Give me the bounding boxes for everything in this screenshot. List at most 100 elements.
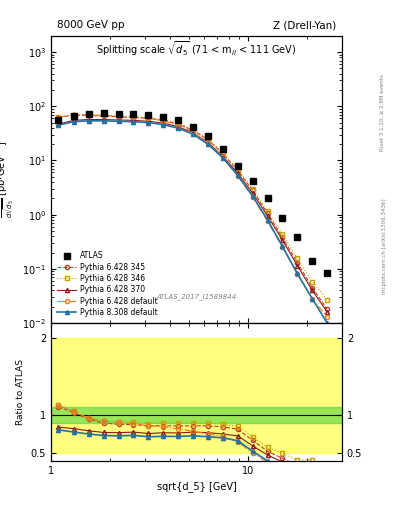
- ATLAS: [235, 163, 240, 169]
- Pythia 6.428 345: [206, 137, 210, 143]
- Pythia 6.428 346: [116, 113, 121, 119]
- Pythia 8.308 default: [86, 118, 91, 124]
- Pythia 6.428 346: [310, 279, 315, 285]
- Pythia 8.308 default: [325, 320, 329, 326]
- Pythia 6.428 default: [101, 112, 106, 118]
- ATLAS: [220, 146, 225, 153]
- Pythia 6.428 345: [325, 306, 329, 312]
- Pythia 6.428 346: [101, 112, 106, 118]
- Pythia 8.308 default: [161, 121, 165, 127]
- ATLAS: [280, 215, 285, 221]
- ATLAS: [310, 258, 315, 264]
- Line: ATLAS: ATLAS: [56, 111, 330, 275]
- Pythia 6.428 346: [176, 120, 180, 126]
- Pythia 6.428 345: [191, 127, 195, 134]
- Pythia 6.428 370: [265, 213, 270, 219]
- Pythia 6.428 345: [161, 117, 165, 123]
- Pythia 8.308 default: [310, 296, 315, 302]
- Pythia 6.428 346: [56, 114, 61, 120]
- Pythia 6.428 default: [131, 114, 136, 120]
- Pythia 6.428 370: [235, 170, 240, 176]
- Pythia 6.428 default: [310, 296, 315, 302]
- Pythia 6.428 345: [116, 114, 121, 120]
- Pythia 6.428 346: [280, 231, 285, 237]
- ATLAS: [131, 111, 136, 117]
- Text: 8000 GeV pp: 8000 GeV pp: [57, 20, 125, 30]
- Bar: [51, 338, 342, 453]
- Pythia 6.428 370: [220, 153, 225, 159]
- Pythia 6.428 346: [191, 126, 195, 133]
- Title: Splitting scale $\sqrt{d_5}$ (71 < m$_{ll}$ < 111 GeV): Splitting scale $\sqrt{d_5}$ (71 < m$_{l…: [96, 39, 297, 58]
- Pythia 8.308 default: [176, 125, 180, 131]
- ATLAS: [161, 114, 165, 120]
- Pythia 6.428 370: [101, 116, 106, 122]
- Pythia 6.428 370: [191, 130, 195, 136]
- Pythia 6.428 370: [86, 116, 91, 122]
- Pythia 6.428 345: [235, 167, 240, 174]
- Pythia 6.428 370: [295, 263, 300, 269]
- Y-axis label: $\frac{d\sigma}{d\sqrt{d_5}}$ [pb$\cdot$GeV$^{-1}$]: $\frac{d\sigma}{d\sqrt{d_5}}$ [pb$\cdot$…: [0, 140, 17, 218]
- Pythia 6.428 default: [71, 112, 76, 118]
- Line: Pythia 6.428 370: Pythia 6.428 370: [56, 117, 329, 314]
- Pythia 6.428 345: [295, 260, 300, 266]
- Pythia 6.428 345: [176, 121, 180, 127]
- ATLAS: [101, 110, 106, 116]
- Pythia 6.428 346: [131, 114, 136, 120]
- Pythia 6.428 346: [235, 166, 240, 173]
- ATLAS: [176, 117, 180, 123]
- Pythia 6.428 346: [206, 136, 210, 142]
- ATLAS: [206, 133, 210, 139]
- Pythia 6.428 346: [250, 186, 255, 192]
- Pythia 6.428 default: [325, 314, 329, 320]
- Pythia 8.308 default: [116, 118, 121, 124]
- Pythia 8.308 default: [131, 119, 136, 125]
- Pythia 6.428 370: [176, 123, 180, 130]
- Pythia 6.428 370: [280, 237, 285, 243]
- Pythia 6.428 370: [161, 120, 165, 126]
- Pythia 8.308 default: [56, 122, 61, 128]
- Pythia 6.428 345: [265, 210, 270, 217]
- Pythia 6.428 345: [310, 285, 315, 291]
- Pythia 6.428 345: [131, 115, 136, 121]
- Pythia 6.428 346: [295, 255, 300, 262]
- Pythia 6.428 345: [71, 112, 76, 118]
- Text: Z (Drell-Yan): Z (Drell-Yan): [273, 20, 336, 30]
- Pythia 6.428 346: [265, 208, 270, 215]
- ATLAS: [265, 195, 270, 201]
- Pythia 8.308 default: [71, 119, 76, 125]
- Pythia 8.308 default: [220, 155, 225, 161]
- Y-axis label: Ratio to ATLAS: Ratio to ATLAS: [16, 359, 25, 425]
- Pythia 6.428 370: [146, 118, 151, 124]
- Pythia 6.428 default: [280, 244, 285, 250]
- Pythia 6.428 370: [131, 117, 136, 123]
- Pythia 8.308 default: [250, 193, 255, 199]
- Pythia 6.428 default: [206, 140, 210, 146]
- Line: Pythia 6.428 default: Pythia 6.428 default: [56, 113, 329, 319]
- Pythia 8.308 default: [146, 119, 151, 125]
- Line: Pythia 6.428 345: Pythia 6.428 345: [56, 113, 329, 311]
- Line: Pythia 8.308 default: Pythia 8.308 default: [56, 119, 329, 325]
- Pythia 6.428 default: [191, 130, 195, 136]
- Pythia 6.428 370: [325, 309, 329, 315]
- Pythia 6.428 346: [325, 296, 329, 303]
- Pythia 6.428 default: [265, 218, 270, 224]
- Pythia 6.428 default: [86, 112, 91, 118]
- Pythia 6.428 370: [250, 190, 255, 196]
- Pythia 6.428 346: [161, 116, 165, 122]
- Text: Rivet 3.1.10, ≥ 2.8M events: Rivet 3.1.10, ≥ 2.8M events: [380, 74, 385, 151]
- Pythia 6.428 345: [280, 234, 285, 241]
- Pythia 6.428 default: [235, 173, 240, 179]
- ATLAS: [325, 269, 329, 275]
- Pythia 6.428 370: [116, 117, 121, 123]
- X-axis label: sqrt{d_5} [GeV]: sqrt{d_5} [GeV]: [156, 481, 237, 492]
- Pythia 6.428 default: [176, 122, 180, 128]
- Pythia 8.308 default: [206, 141, 210, 147]
- Pythia 6.428 346: [86, 112, 91, 118]
- Pythia 6.428 default: [295, 271, 300, 277]
- ATLAS: [250, 178, 255, 184]
- Pythia 6.428 370: [310, 287, 315, 293]
- ATLAS: [191, 123, 195, 130]
- Legend: ATLAS, Pythia 6.428 345, Pythia 6.428 346, Pythia 6.428 370, Pythia 6.428 defaul: ATLAS, Pythia 6.428 345, Pythia 6.428 34…: [55, 249, 160, 319]
- Pythia 6.428 345: [86, 112, 91, 118]
- Pythia 6.428 default: [146, 115, 151, 121]
